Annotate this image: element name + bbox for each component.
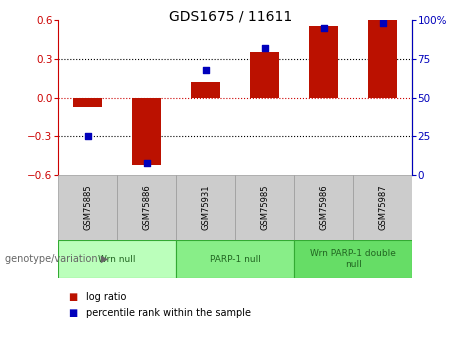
Bar [353, 175, 412, 240]
Bar [235, 175, 294, 240]
Bar [176, 175, 235, 240]
Point [379, 20, 386, 26]
Bar [132, 98, 161, 165]
Bar [250, 52, 279, 98]
Text: log ratio: log ratio [86, 292, 126, 302]
Bar [73, 98, 102, 107]
Bar [117, 175, 176, 240]
Bar [58, 240, 176, 278]
Text: ■: ■ [68, 292, 77, 302]
Text: percentile rank within the sample: percentile rank within the sample [86, 308, 251, 318]
Text: Wrn PARP-1 double
null: Wrn PARP-1 double null [310, 249, 396, 269]
Text: genotype/variation ▶: genotype/variation ▶ [5, 254, 108, 264]
Bar [191, 82, 220, 98]
Point [143, 160, 150, 165]
Text: GSM75885: GSM75885 [83, 185, 92, 230]
Text: PARP-1 null: PARP-1 null [210, 255, 260, 264]
Point [84, 134, 91, 139]
Text: GSM75886: GSM75886 [142, 185, 151, 230]
Bar [368, 20, 397, 98]
Bar [309, 27, 338, 98]
Point [320, 25, 327, 30]
Text: GSM75931: GSM75931 [201, 185, 210, 230]
Bar [176, 240, 294, 278]
Point [261, 45, 268, 51]
Point [202, 67, 209, 72]
Text: GSM75987: GSM75987 [378, 185, 387, 230]
Text: GSM75986: GSM75986 [319, 185, 328, 230]
Bar [294, 175, 353, 240]
Text: GDS1675 / 11611: GDS1675 / 11611 [169, 10, 292, 24]
Bar [58, 175, 117, 240]
Text: Wrn null: Wrn null [98, 255, 136, 264]
Text: ■: ■ [68, 308, 77, 318]
Text: GSM75985: GSM75985 [260, 185, 269, 230]
Bar [294, 240, 412, 278]
